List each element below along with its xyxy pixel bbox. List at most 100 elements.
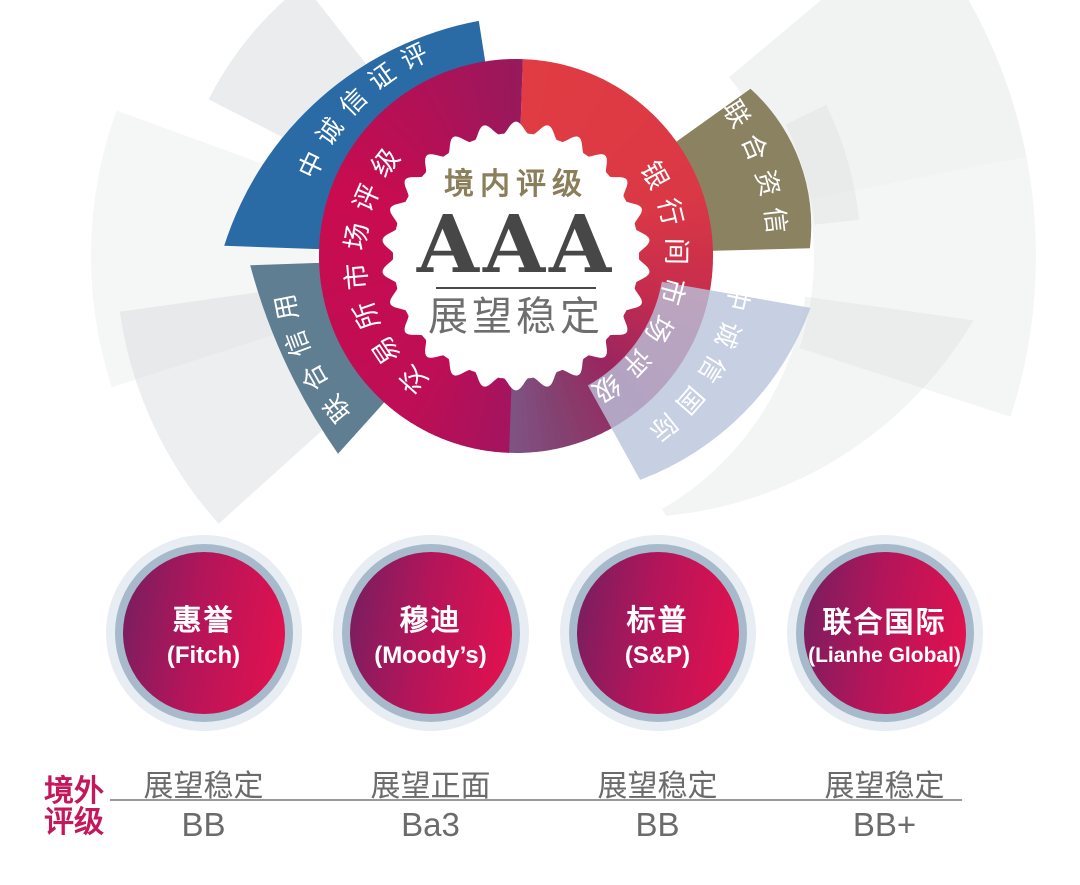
- agency-name-en: (Moody’s): [374, 641, 487, 669]
- agency-circle-lianhe-global: 联合国际 (Lianhe Global): [786, 535, 983, 731]
- ring-segment: [473, 376, 495, 450]
- ring-segment: [455, 66, 483, 139]
- rating-value: BB: [181, 806, 226, 843]
- ring-segment: [638, 249, 714, 258]
- ring-segment: [507, 378, 516, 453]
- agency-circle-moodys: 穆迪 (Moody’s): [332, 535, 529, 731]
- ring-segment: [359, 331, 422, 383]
- ring-segment: [467, 375, 491, 449]
- ring-segment: [410, 359, 455, 427]
- ring-segment: [318, 254, 394, 263]
- agency-circle-ring: 联合国际 (Lianhe Global): [795, 544, 974, 722]
- ring-segment: [440, 369, 474, 442]
- ring-segment: [368, 337, 428, 393]
- ring-segment: [447, 371, 478, 444]
- agency-circle-ring: 惠誉 (Fitch): [114, 544, 293, 722]
- ring-segment: [532, 377, 551, 452]
- agency-circle-core: 标普 (S&P): [576, 552, 739, 714]
- ring-segment: [637, 221, 712, 240]
- ring-segment: [428, 366, 466, 436]
- ring-segment: [618, 145, 684, 192]
- ring-segment: [604, 119, 664, 175]
- ring-segment: [581, 88, 628, 155]
- ring-segment: [536, 376, 557, 451]
- ring-segment: [399, 355, 448, 420]
- ring-segment: [523, 378, 537, 453]
- ring-segment: [319, 268, 395, 284]
- ring-segment: [549, 66, 579, 140]
- ring-segment: [416, 362, 459, 430]
- ring-segment: [509, 58, 518, 134]
- ring-segment: [442, 70, 475, 142]
- ring-segment: [324, 200, 398, 227]
- domestic-rating-badge: [382, 121, 650, 391]
- ring-segment: [384, 104, 438, 165]
- ring-segment: [322, 213, 396, 235]
- rating-value: Ba3: [401, 806, 460, 843]
- ring-segment: [638, 256, 713, 265]
- ring-segment: [461, 64, 488, 138]
- ring-segment: [336, 168, 406, 206]
- overseas-rating-label-line2: 评级: [44, 806, 104, 839]
- agency-name-cn: 联合国际: [822, 606, 947, 639]
- ring-segment: [520, 59, 532, 134]
- domestic-rating-title: 境内评级: [444, 167, 588, 201]
- ring-segment: [435, 72, 471, 144]
- ring-segment: [615, 140, 681, 188]
- ring-segment: [635, 208, 709, 232]
- ring-segment: [321, 276, 396, 297]
- ring-segment: [624, 163, 694, 203]
- ring-segment: [328, 187, 401, 218]
- ring-segment: [330, 180, 403, 214]
- agency-circle-core: 联合国际 (Lianhe Global): [803, 552, 966, 714]
- ring-segment: [584, 92, 633, 157]
- ring-segment: [333, 174, 404, 210]
- agency-name-en: (Lianhe Global): [808, 643, 961, 667]
- ring-segment: [374, 113, 432, 171]
- ring-segment: [404, 357, 451, 424]
- ring-segment: [601, 114, 659, 172]
- ring-segment: [528, 60, 545, 135]
- overseas-agencies-row: 惠誉 (Fitch) 穆迪 (Moody’s): [0, 535, 1080, 731]
- ring-segment: [394, 95, 445, 160]
- ring-segment: [540, 375, 564, 449]
- ring-segment: [422, 364, 463, 434]
- ring-segment: [494, 378, 508, 453]
- ring-segment: [345, 150, 413, 195]
- ring-segment: [595, 105, 649, 166]
- ring-segment: [565, 366, 603, 437]
- ring-segment: [319, 234, 394, 248]
- ring-segment: [448, 68, 479, 141]
- ring-segment: [453, 372, 483, 446]
- outlook-value: 展望稳定: [597, 770, 718, 803]
- ring-segment: [562, 73, 598, 144]
- agency-cell-sp: 标普 (S&P): [544, 535, 771, 731]
- ring-segment: [610, 129, 673, 181]
- ring-segment: [549, 373, 577, 446]
- agency-name-cn: 标普: [626, 604, 689, 637]
- ring-segment: [400, 91, 448, 157]
- ring-segment: [638, 260, 713, 272]
- ring-segment: [577, 85, 622, 153]
- outlook-value: 展望稳定: [143, 770, 264, 803]
- agency-circle-ring: 穆迪 (Moody’s): [341, 544, 520, 722]
- agency-name-cn: 穆迪: [399, 604, 462, 637]
- ring-segment: [495, 59, 509, 134]
- ring-segment: [434, 368, 470, 439]
- ring-segment: [622, 157, 691, 199]
- ring-segment: [500, 378, 512, 453]
- agency-name-en: (S&P): [624, 641, 691, 669]
- ring-segment: [460, 374, 487, 448]
- ring-segment: [638, 264, 713, 278]
- ring-segment: [524, 59, 538, 134]
- ring-segment: [475, 61, 496, 136]
- ring-segment: [598, 109, 654, 169]
- ring-segment: [364, 334, 425, 388]
- ring-segment: [573, 82, 616, 150]
- background-wedge: [662, 296, 974, 516]
- ring-segment: [569, 364, 609, 434]
- ring-segment: [348, 320, 414, 367]
- agency-circle-ring: 标普 (S&P): [568, 544, 747, 722]
- ring-segment: [561, 368, 597, 440]
